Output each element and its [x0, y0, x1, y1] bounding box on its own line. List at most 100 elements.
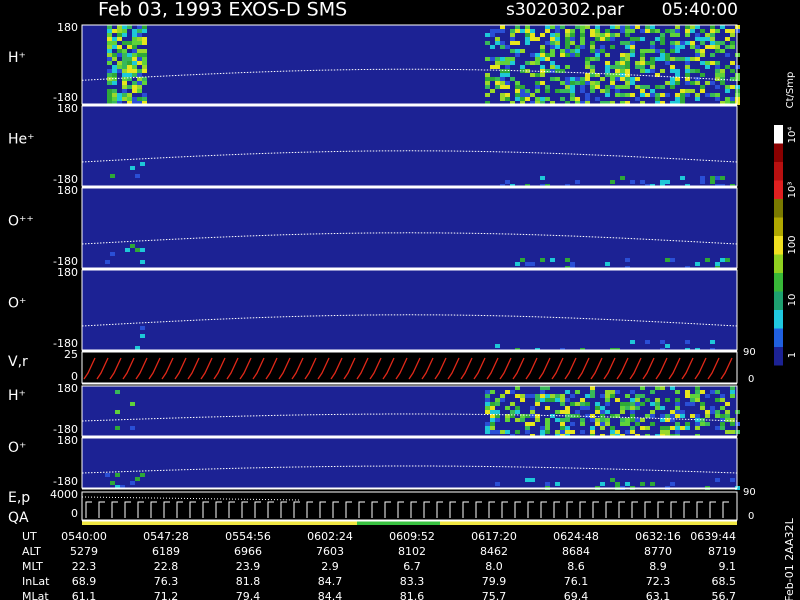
table-cell: 79.9 [482, 575, 507, 588]
spectrogram-cell [560, 97, 565, 101]
spectrogram-cell [585, 77, 590, 81]
spectrogram-cell [650, 41, 655, 45]
spectrogram-cell [625, 81, 630, 85]
spectrogram-cell [530, 73, 535, 77]
spectrogram-cell [650, 61, 655, 65]
spectrogram-cell [720, 77, 725, 81]
spectrogram-cell [142, 61, 147, 65]
spectrogram-cell [660, 69, 665, 73]
spectrogram-cell [535, 414, 540, 418]
spectrogram-cell [560, 422, 565, 426]
spectrogram-cell [585, 414, 590, 418]
spectrogram-cell [615, 25, 620, 29]
spectrogram-cell [545, 422, 550, 426]
spectrogram-cell [530, 406, 535, 410]
spectrogram-cell [690, 394, 695, 398]
spectrogram-cell [665, 57, 670, 61]
spectrogram-cell [720, 69, 725, 73]
colorbar-label: 1 [787, 352, 798, 358]
spectrogram-cell [550, 49, 555, 53]
spectrogram-cell [495, 430, 500, 434]
spectrogram-cell [640, 29, 645, 33]
spectrogram-cell [595, 53, 600, 57]
spectrogram-cell [695, 386, 700, 390]
spectrogram-cell [630, 414, 635, 418]
spectrogram-cell [137, 89, 142, 93]
spectrogram-cell [650, 414, 655, 418]
spectrogram-cell [610, 101, 615, 105]
spectrogram-cell [700, 37, 705, 41]
spectrogram-cell [650, 49, 655, 53]
qa-good [357, 520, 440, 525]
spectrogram-cell [610, 394, 615, 398]
spectrogram-cell [685, 57, 690, 61]
spectrogram-cell [540, 258, 545, 262]
spectrogram-cell [540, 73, 545, 77]
spectrogram-cell [720, 422, 725, 426]
spectrogram-cell [485, 57, 490, 61]
spectrogram-cell [675, 81, 680, 85]
spectrogram-cell [650, 390, 655, 394]
spectrogram-cell [675, 402, 680, 406]
spectrogram-cell [555, 398, 560, 402]
spectrogram-cell [560, 402, 565, 406]
spectrogram-cell [132, 73, 137, 77]
spectrogram-cell [540, 53, 545, 57]
spectrogram-cell [625, 482, 630, 486]
spectrogram-cell [715, 61, 720, 65]
spectrogram-cell [535, 418, 540, 422]
spectrogram-cell [675, 101, 680, 105]
spectrogram-cell [515, 25, 520, 29]
spectrogram-cell [600, 49, 605, 53]
spectrogram-cell [535, 37, 540, 41]
spectrogram-cell [650, 482, 655, 486]
spectrogram-cell [655, 57, 660, 61]
spectrogram-cell [545, 29, 550, 33]
spectrogram-cell [620, 410, 625, 414]
spectrogram-cell [140, 162, 145, 166]
spectrogram-cell [665, 180, 670, 184]
spectrogram-cell [515, 430, 520, 434]
spectrogram-cell [605, 390, 610, 394]
spectrogram-cell [605, 394, 610, 398]
spectrogram-cell [515, 85, 520, 89]
spectrogram-cell [540, 398, 545, 402]
spectrogram-cell [715, 176, 720, 180]
spectrogram-cell [690, 41, 695, 45]
spectrogram-cell [565, 406, 570, 410]
spectrogram-cell [550, 258, 555, 262]
spectrogram-cell [142, 49, 147, 53]
spectrogram-cell [525, 93, 530, 97]
spectrogram-cell [650, 422, 655, 426]
spectrogram-cell [685, 81, 690, 85]
spectrogram-cell [540, 81, 545, 85]
spectrogram-cell [112, 29, 117, 33]
spectrogram-cell [675, 422, 680, 426]
spectrogram-cell [112, 65, 117, 69]
spectrogram-cell [690, 402, 695, 406]
spectrogram-cell [485, 77, 490, 81]
spectrogram-cell [127, 77, 132, 81]
spectrogram-cell [485, 33, 490, 37]
spectrogram-cell [665, 414, 670, 418]
spectrogram-cell [615, 69, 620, 73]
spectrogram-cell [112, 41, 117, 45]
table-cell: 76.3 [154, 575, 179, 588]
spectrogram-cell [680, 89, 685, 93]
spectrogram-cell [540, 386, 545, 390]
spectrogram-cell [505, 65, 510, 69]
spectrogram-cell [107, 41, 112, 45]
spectrogram-cell [510, 410, 515, 414]
spectrogram-cell [130, 166, 135, 170]
velocity-trace [83, 357, 733, 380]
spectrogram-cell [605, 29, 610, 33]
table-cell: 61.1 [72, 590, 97, 600]
spectrogram-cell [670, 77, 675, 81]
panel-frame [81, 351, 738, 384]
spectrogram-cell [685, 422, 690, 426]
spectrogram-cell [625, 41, 630, 45]
spectrogram-cell [500, 41, 505, 45]
spectrogram-cell [590, 394, 595, 398]
spectrogram-cell [490, 390, 495, 394]
spectrogram-cell [715, 97, 720, 101]
